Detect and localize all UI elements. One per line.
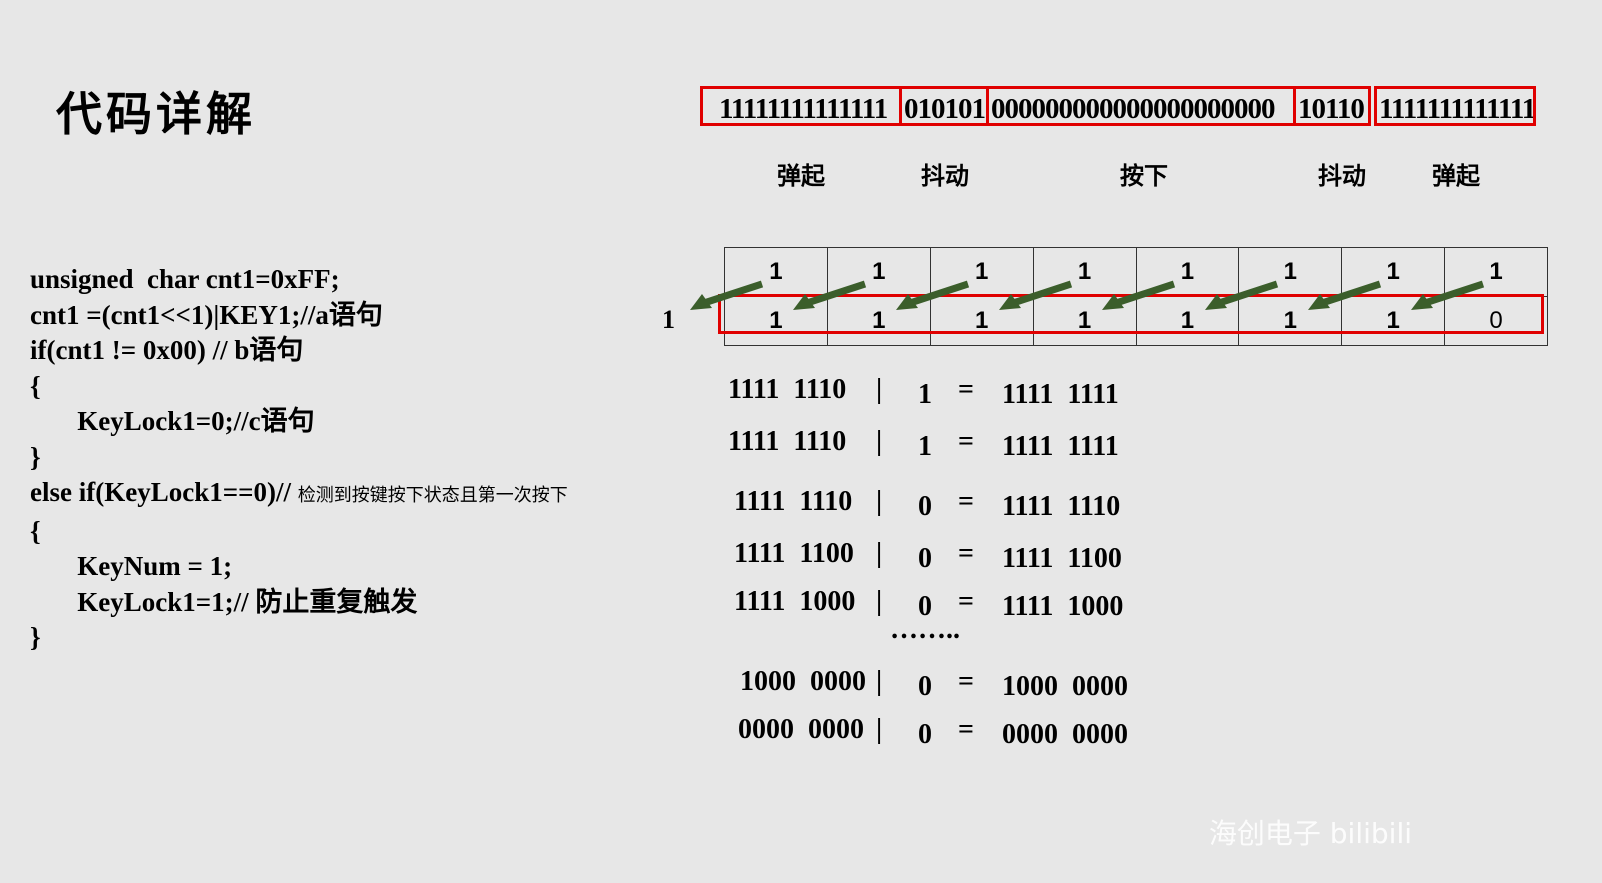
- slide-title: 代码详解: [56, 87, 256, 141]
- equation-op: |: [876, 538, 883, 569]
- shift-arrow: [793, 280, 867, 310]
- code-text: cnt1 =(cnt1<<1)|KEY1;//a语句: [30, 299, 383, 330]
- code-text: if(cnt1 != 0x00) // b语句: [30, 335, 304, 365]
- equation-op: |: [876, 374, 883, 405]
- shift-arrows: [690, 280, 1485, 310]
- equation-eq: =: [958, 538, 974, 569]
- shift-arrow: [1411, 280, 1485, 310]
- bit-stream: 11111111111111 010101 000000000000000000…: [700, 86, 1536, 126]
- code-line: else if(KeyLock1==0)// 检测到按键按下状态且第一次按下: [30, 475, 568, 514]
- code-line: unsigned char cnt1=0xFF;: [30, 262, 568, 298]
- equation-eq: =: [958, 426, 974, 457]
- shift-arrow: [690, 280, 764, 310]
- code-text: else if(KeyLock1==0)//: [30, 477, 298, 507]
- phase-label: 抖动: [1318, 162, 1366, 190]
- equation-left: 1111 1110: [734, 486, 853, 517]
- equation-op: |: [876, 714, 883, 745]
- bit-group: 11111111111111: [700, 86, 902, 126]
- equation-left: 1111 1100: [734, 538, 854, 569]
- equation-op: |: [876, 586, 883, 617]
- equation-op: |: [876, 486, 883, 517]
- equation-eq: =: [958, 714, 974, 745]
- code-text: unsigned char cnt1=0xFF;: [30, 264, 340, 294]
- equation-eq: =: [958, 374, 974, 405]
- code-line: KeyLock1=0;//c语句: [30, 404, 568, 440]
- code-line: {: [30, 369, 568, 405]
- shift-arrow: [1205, 280, 1279, 310]
- equation-left: 1111 1110: [728, 374, 847, 405]
- code-comment: 检测到按键按下状态且第一次按下: [297, 485, 568, 506]
- code-text: }: [30, 441, 41, 472]
- equation-in: 0: [918, 491, 932, 522]
- bit-group: 10110: [1293, 86, 1371, 126]
- equation-left: 0000 0000: [738, 714, 864, 745]
- code-line: KeyLock1=1;// 防止重复触发: [30, 585, 568, 621]
- equation-in: 1: [918, 379, 932, 410]
- code-line: if(cnt1 != 0x00) // b语句: [30, 333, 568, 369]
- code-text: KeyLock1=1;// 防止重复触发: [30, 586, 418, 617]
- code-text: {: [30, 515, 41, 546]
- equation-result: 0000 0000: [1002, 719, 1128, 750]
- equation-op: |: [876, 666, 883, 697]
- equation-left: 1111 1000: [734, 586, 856, 617]
- equation-result: 1111 1100: [1002, 543, 1122, 574]
- code-text: KeyNum = 1;: [30, 551, 233, 581]
- code-text: }: [30, 622, 41, 652]
- shift-arrow: [999, 280, 1073, 310]
- code-line: }: [30, 440, 568, 476]
- equation-in: 0: [918, 591, 932, 622]
- shift-arrow: [1308, 280, 1382, 310]
- ellipsis: ……..: [890, 614, 960, 645]
- equation-result: 1000 0000: [1002, 671, 1128, 702]
- shifted-out-bit: 1: [662, 305, 675, 334]
- code-line: KeyNum = 1;: [30, 549, 568, 585]
- register-cell: 1: [1444, 247, 1548, 297]
- code-text: KeyLock1=0;//c语句: [30, 406, 315, 436]
- shift-arrow: [896, 280, 970, 310]
- equation-in: 0: [918, 719, 932, 750]
- phase-label: 弹起: [1432, 162, 1480, 190]
- equation-result: 1111 1111: [1002, 431, 1119, 462]
- equation-eq: =: [958, 666, 974, 697]
- equation-result: 1111 1110: [1002, 491, 1121, 522]
- shift-arrow: [1102, 280, 1176, 310]
- code-line: cnt1 =(cnt1<<1)|KEY1;//a语句: [30, 298, 568, 334]
- equation-in: 0: [918, 543, 932, 574]
- code-line: }: [30, 620, 568, 656]
- equation-eq: =: [958, 586, 974, 617]
- phase-label: 弹起: [777, 162, 825, 190]
- equation-op: |: [876, 426, 883, 457]
- equation-eq: =: [958, 486, 974, 517]
- bit-group: 1111111111111: [1374, 86, 1536, 126]
- phase-label: 按下: [1120, 162, 1168, 190]
- equation-left: 1000 0000: [740, 666, 866, 697]
- watermark: 海创电子 bilibili: [1208, 817, 1412, 850]
- phase-label: 抖动: [921, 162, 969, 190]
- bit-group: 000000000000000000000: [986, 86, 1296, 126]
- bit-group: 010101: [899, 86, 989, 126]
- equation-result: 1111 1111: [1002, 379, 1119, 410]
- equation-in: 1: [918, 431, 932, 462]
- code-block: unsigned char cnt1=0xFF; cnt1 =(cnt1<<1)|…: [30, 262, 568, 656]
- register-cell: 0: [1444, 296, 1548, 346]
- code-text: {: [30, 370, 41, 401]
- equation-result: 1111 1000: [1002, 591, 1124, 622]
- code-line: {: [30, 514, 568, 550]
- equation-in: 0: [918, 671, 932, 702]
- equation-left: 1111 1110: [728, 426, 847, 457]
